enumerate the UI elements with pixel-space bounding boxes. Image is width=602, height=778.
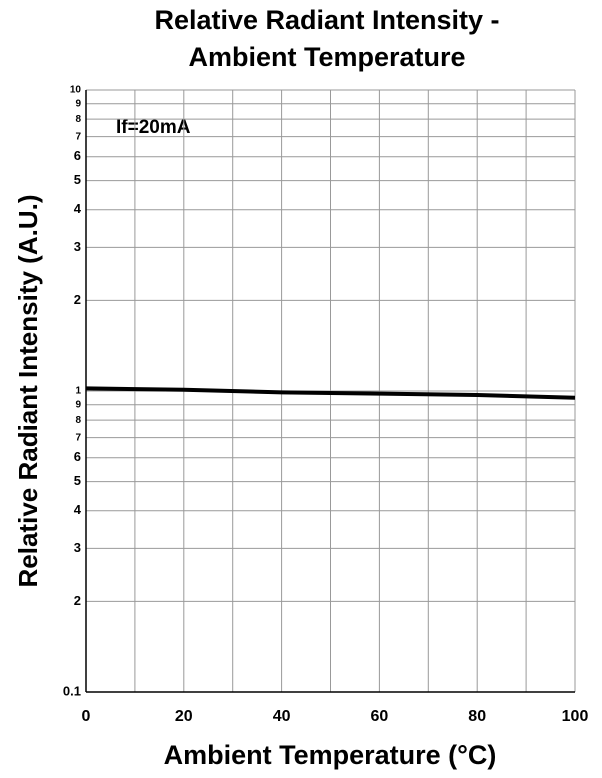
y-tick-label: 7 [75,131,81,142]
x-axis-label: Ambient Temperature (°C) [164,740,497,770]
y-tick-label: 4 [74,502,82,517]
y-tick-label: 5 [74,172,81,187]
y-tick-label: 10 [70,85,82,96]
y-tick-label: 3 [74,540,81,555]
y-tick-label: 8 [75,114,81,125]
annotation: If=20mA [116,117,191,138]
chart-title-line: Ambient Temperature [188,42,465,72]
y-tick-label: 1 [75,386,81,397]
y-tick-label: 4 [74,201,82,216]
y-tick-label: 3 [74,239,81,254]
y-tick-label: 2 [74,292,81,307]
y-tick-label: 6 [74,148,81,163]
y-tick-label: 9 [75,98,81,109]
y-tick-label: 7 [75,432,81,443]
y-tick-label: 0.1 [63,683,81,698]
x-tick-label: 0 [82,708,91,725]
x-tick-label: 40 [273,708,291,725]
y-tick-label: 2 [74,593,81,608]
y-axis-label: Relative Radiant Intensity (A.U.) [13,195,43,588]
y-tick-label: 5 [74,473,81,488]
x-tick-label: 20 [175,708,193,725]
y-tick-label: 6 [74,449,81,464]
x-tick-label: 100 [562,708,589,725]
y-tick-label: 8 [75,415,81,426]
x-tick-label: 80 [468,708,486,725]
y-tick-label: 9 [75,399,81,410]
x-tick-label: 60 [371,708,389,725]
data-line [85,386,576,400]
chart-title-line: Relative Radiant Intensity - [154,5,499,35]
